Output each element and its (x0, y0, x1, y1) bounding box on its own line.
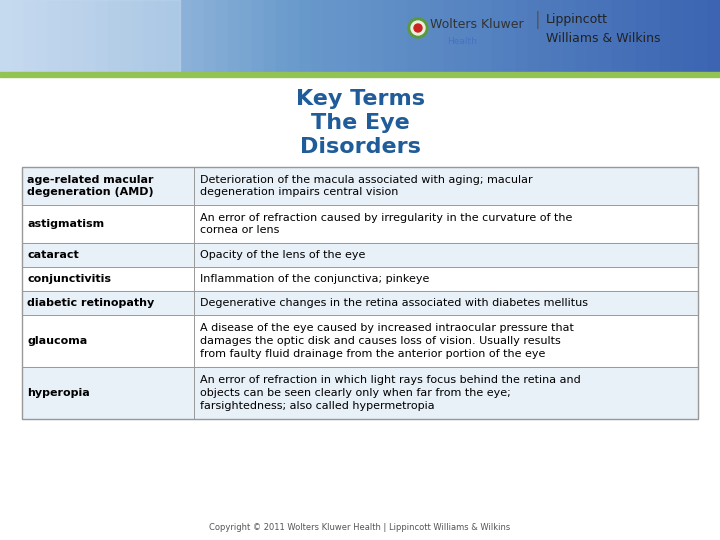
Bar (384, 0, 396, 72)
Text: Williams & Wilkins: Williams & Wilkins (546, 31, 660, 44)
Bar (240, 0, 252, 72)
Bar (0, 0, 180, 72)
Bar (636, 0, 648, 72)
Bar (132, 0, 144, 72)
Bar (288, 0, 300, 72)
Text: Deterioration of the macula associated with aging; macular
degeneration impairs : Deterioration of the macula associated w… (200, 174, 533, 198)
Text: A disease of the eye caused by increased intraocular pressure that
damages the o: A disease of the eye caused by increased… (200, 323, 575, 359)
Bar (444, 0, 456, 72)
Bar (612, 0, 624, 72)
Bar (276, 0, 288, 72)
Bar (504, 0, 516, 72)
Bar (216, 0, 228, 72)
Bar (22, 315, 698, 367)
Bar (204, 0, 216, 72)
Bar (12, 0, 24, 72)
Bar (408, 0, 420, 72)
Bar (36, 0, 48, 72)
Bar (324, 0, 336, 72)
Circle shape (414, 24, 422, 32)
Text: cataract: cataract (27, 250, 78, 260)
Bar (22, 267, 698, 291)
Bar (228, 0, 240, 72)
Bar (180, 0, 192, 72)
Bar (312, 0, 324, 72)
Text: An error of refraction caused by irregularity in the curvature of the
cornea or : An error of refraction caused by irregul… (200, 213, 572, 235)
Bar (264, 0, 276, 72)
Text: Opacity of the lens of the eye: Opacity of the lens of the eye (200, 250, 366, 260)
Text: glaucoma: glaucoma (27, 336, 87, 346)
Bar (336, 0, 348, 72)
Bar (372, 0, 384, 72)
Bar (672, 0, 684, 72)
Text: An error of refraction in which light rays focus behind the retina and
objects c: An error of refraction in which light ra… (200, 375, 581, 411)
Text: Disorders: Disorders (300, 137, 420, 157)
Bar (22, 167, 698, 205)
Bar (108, 0, 120, 72)
Bar (60, 0, 72, 72)
Bar (156, 0, 168, 72)
Bar (0, 77, 720, 540)
Bar (24, 0, 36, 72)
Text: Inflammation of the conjunctiva; pinkeye: Inflammation of the conjunctiva; pinkeye (200, 274, 430, 284)
Bar (348, 0, 360, 72)
Bar (516, 0, 528, 72)
Bar (144, 0, 156, 72)
Text: age-related macular
degeneration (AMD): age-related macular degeneration (AMD) (27, 174, 153, 198)
Bar (396, 0, 408, 72)
Bar (600, 0, 612, 72)
Text: astigmatism: astigmatism (27, 219, 104, 229)
Bar (48, 0, 60, 72)
Bar (552, 0, 564, 72)
Bar (360, 0, 372, 72)
Bar (72, 0, 84, 72)
Bar (480, 0, 492, 72)
Bar (576, 0, 588, 72)
Bar (84, 0, 96, 72)
Bar (492, 0, 504, 72)
Text: Key Terms: Key Terms (295, 89, 425, 109)
Bar (468, 0, 480, 72)
Bar (648, 0, 660, 72)
Bar (564, 0, 576, 72)
Text: The Eye: The Eye (310, 113, 410, 133)
Bar (252, 0, 264, 72)
Bar (684, 0, 696, 72)
Bar (456, 0, 468, 72)
Bar (696, 0, 708, 72)
Text: conjunctivitis: conjunctivitis (27, 274, 111, 284)
Bar (0, 72, 720, 77)
Circle shape (408, 18, 428, 38)
Bar (432, 0, 444, 72)
Bar (22, 291, 698, 315)
Bar (660, 0, 672, 72)
Bar (96, 0, 108, 72)
Bar (22, 243, 698, 267)
Text: |: | (535, 11, 541, 29)
Bar (540, 0, 552, 72)
Bar (0, 0, 12, 72)
Bar (300, 0, 312, 72)
Text: diabetic retinopathy: diabetic retinopathy (27, 298, 154, 308)
Text: Health: Health (447, 37, 477, 46)
Bar (528, 0, 540, 72)
Text: Degenerative changes in the retina associated with diabetes mellitus: Degenerative changes in the retina assoc… (200, 298, 588, 308)
Text: hyperopia: hyperopia (27, 388, 90, 398)
Bar (22, 167, 698, 419)
Bar (22, 205, 698, 243)
Bar (624, 0, 636, 72)
Bar (168, 0, 180, 72)
Bar (420, 0, 432, 72)
Text: Wolters Kluwer: Wolters Kluwer (430, 18, 523, 31)
Bar (192, 0, 204, 72)
Bar (22, 367, 698, 419)
Circle shape (411, 21, 425, 35)
Text: Copyright © 2011 Wolters Kluwer Health | Lippincott Williams & Wilkins: Copyright © 2011 Wolters Kluwer Health |… (210, 523, 510, 532)
Bar (120, 0, 132, 72)
Bar (588, 0, 600, 72)
Text: Lippincott: Lippincott (546, 14, 608, 26)
Bar (708, 0, 720, 72)
